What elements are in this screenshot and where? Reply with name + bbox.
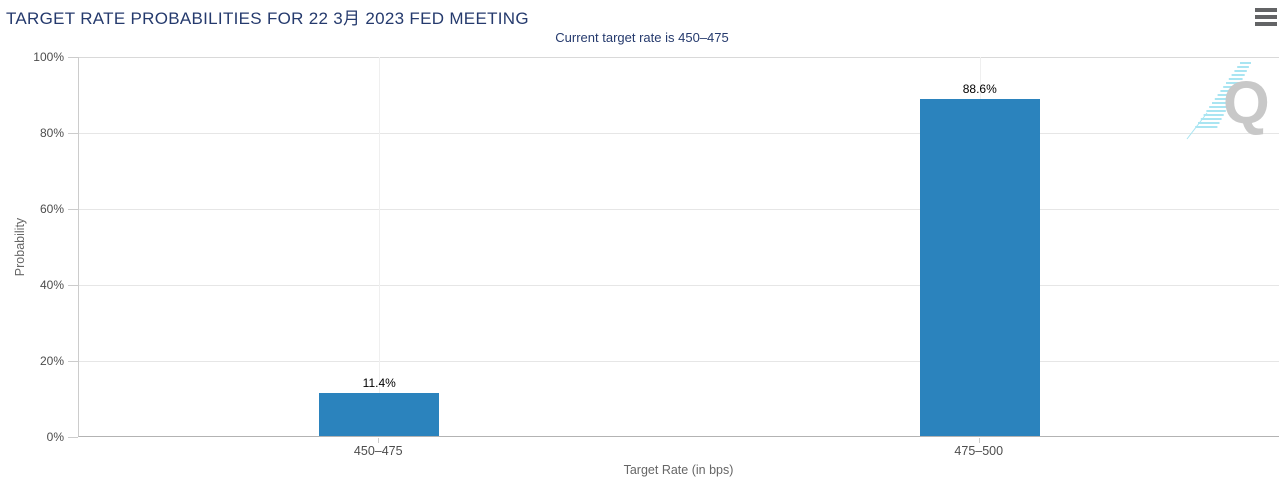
h-gridline — [79, 360, 1279, 362]
hamburger-bar — [1255, 15, 1277, 19]
y-tick-label: 80% — [39, 126, 64, 140]
y-tick-label: 20% — [39, 354, 64, 368]
y-tick-label: 0% — [46, 430, 64, 444]
hamburger-bar — [1255, 22, 1277, 26]
h-gridline — [79, 132, 1279, 134]
y-axis-title: Probability — [13, 217, 27, 277]
y-tick-mark — [68, 361, 78, 362]
x-category-label: 475–500 — [954, 444, 1004, 458]
x-category-label: 450–475 — [353, 444, 403, 458]
y-tick-mark — [68, 133, 78, 134]
hamburger-menu-icon[interactable] — [1255, 8, 1277, 26]
y-tick-label: 40% — [39, 278, 64, 292]
y-tick-mark — [68, 285, 78, 286]
bar-value-label: 88.6% — [962, 82, 997, 97]
y-tick-mark — [68, 209, 78, 210]
y-tick-label: 60% — [39, 202, 64, 216]
h-gridline — [79, 284, 1279, 286]
h-gridline — [79, 208, 1279, 210]
y-tick-mark — [68, 57, 78, 58]
y-tick-mark — [68, 437, 78, 438]
y-tick-label: 100% — [33, 50, 64, 64]
probability-bar[interactable] — [919, 99, 1040, 436]
x-tick-mark — [378, 438, 380, 443]
bar-value-label: 11.4% — [362, 375, 396, 390]
v-gridline — [379, 57, 381, 436]
chart-subtitle: Current target rate is 450–475 — [555, 30, 729, 45]
hamburger-bar — [1255, 8, 1277, 12]
x-tick-mark — [978, 438, 980, 443]
h-gridline — [79, 57, 1279, 58]
x-axis-title: Target Rate (in bps) — [623, 463, 734, 477]
chart-title: TARGET RATE PROBABILITIES FOR 22 3月 2023… — [6, 9, 529, 28]
probability-bar[interactable] — [319, 392, 440, 436]
plot-area: 11.4% 88.6% — [78, 57, 1279, 437]
